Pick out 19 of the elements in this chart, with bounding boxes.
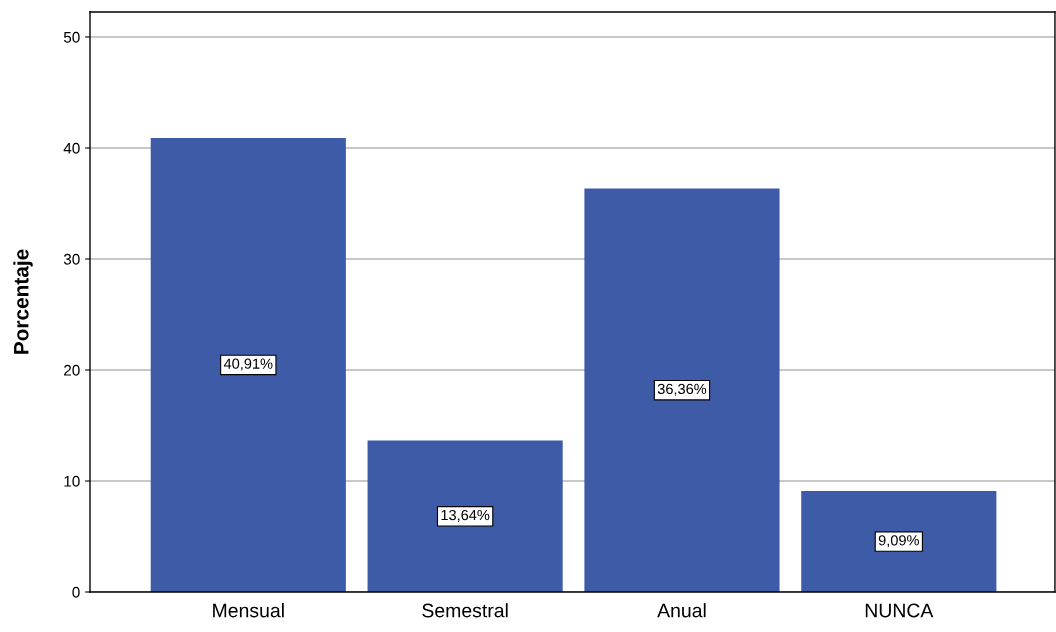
y-tick-label: 40	[63, 142, 80, 154]
y-axis-title: Porcentaje	[13, 249, 33, 354]
x-tick-label: Anual	[657, 603, 706, 618]
x-tick-label: Semestral	[422, 603, 508, 618]
data-label: 36,36%	[657, 383, 707, 396]
y-tick-label: 20	[64, 364, 80, 376]
x-tick-label: Mensual	[213, 603, 284, 618]
data-label: 40,91%	[223, 358, 273, 371]
bar	[367, 440, 563, 592]
y-tick-label: 50	[63, 31, 80, 43]
y-tick-label: 30	[63, 253, 80, 265]
data-label: 9,09%	[878, 535, 919, 548]
data-label: 13,64%	[441, 509, 490, 522]
x-tick-label: NUNCA	[865, 603, 934, 618]
bar	[150, 137, 346, 592]
y-tick-label: 0	[72, 586, 80, 598]
bar	[584, 188, 780, 592]
bar	[801, 491, 997, 592]
y-tick-label: 10	[64, 475, 80, 487]
